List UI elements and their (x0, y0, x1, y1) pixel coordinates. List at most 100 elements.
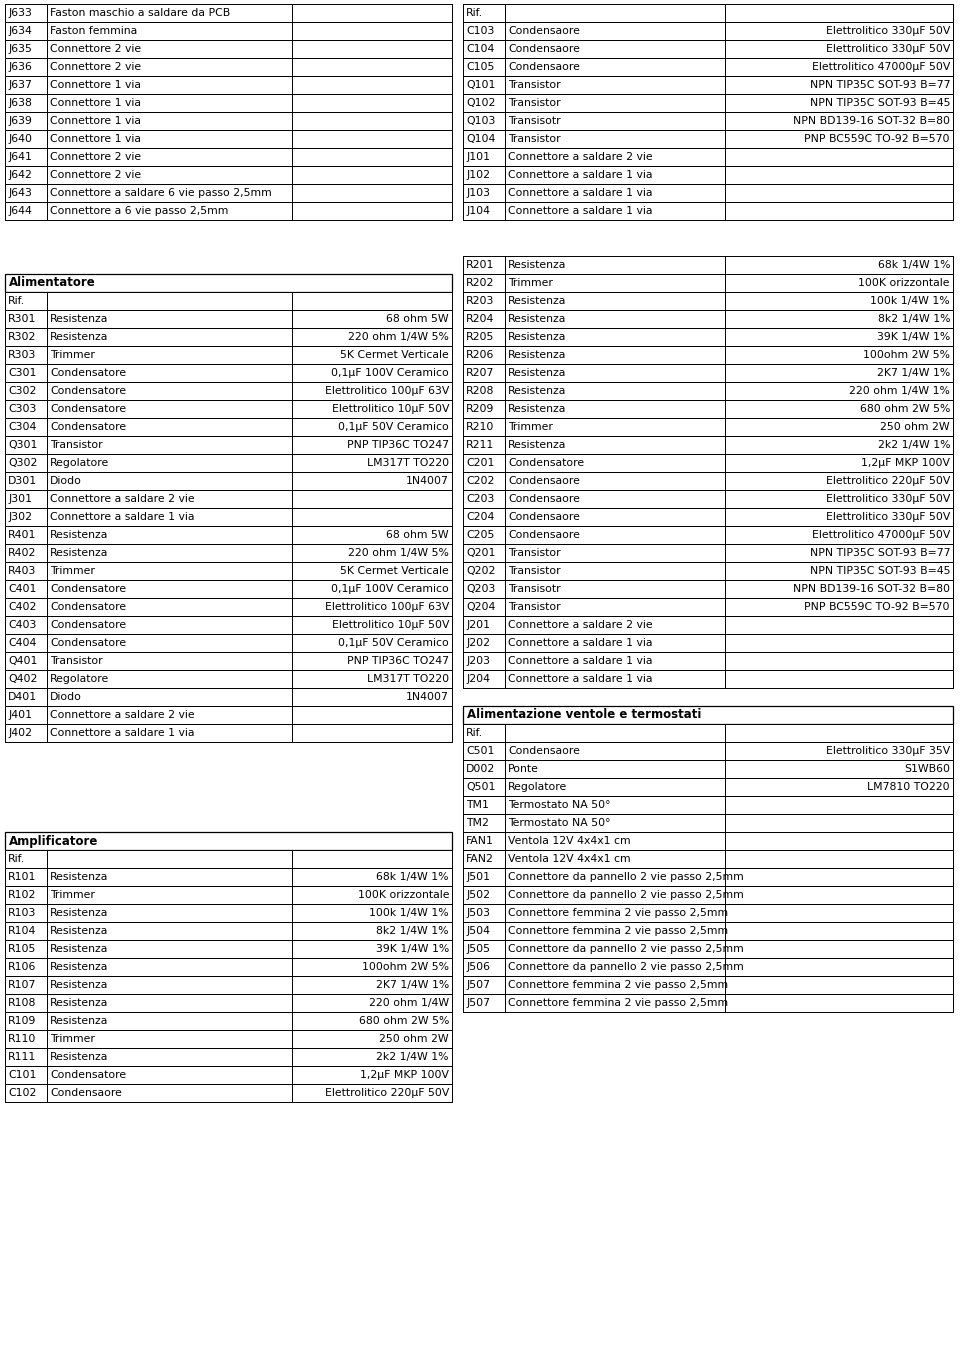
Text: J501: J501 (466, 871, 490, 882)
Text: Trimmer: Trimmer (50, 350, 95, 359)
Text: Q301: Q301 (8, 440, 37, 450)
Text: R105: R105 (8, 944, 36, 954)
Bar (463, 544, 505, 562)
Bar (463, 417, 953, 436)
Text: J502: J502 (466, 890, 490, 900)
Text: 8k2 1/4W 1%: 8k2 1/4W 1% (877, 313, 950, 324)
Bar (463, 95, 505, 112)
Text: 0,1μF 100V Ceramico: 0,1μF 100V Ceramico (331, 367, 449, 378)
Bar (463, 149, 953, 166)
Text: R203: R203 (466, 296, 494, 305)
Bar (292, 112, 452, 130)
Text: Connettore a saldare 1 via: Connettore a saldare 1 via (50, 728, 195, 738)
Bar (292, 328, 452, 346)
Bar (463, 400, 953, 417)
Bar (463, 994, 505, 1012)
Bar (463, 616, 953, 634)
Text: D401: D401 (8, 692, 37, 703)
Bar (463, 454, 505, 471)
Text: J644: J644 (8, 205, 32, 216)
Text: R207: R207 (466, 367, 494, 378)
Bar (725, 544, 953, 562)
Bar (463, 471, 953, 490)
Bar (463, 363, 505, 382)
Text: J302: J302 (8, 512, 32, 521)
Bar (292, 1084, 452, 1102)
Bar (47, 1048, 292, 1066)
Bar (5, 867, 452, 886)
Bar (47, 76, 292, 95)
Bar (463, 22, 505, 41)
Bar (5, 1066, 47, 1084)
Text: Condensaore: Condensaore (508, 476, 580, 486)
Bar (463, 346, 505, 363)
Text: Rif.: Rif. (8, 854, 25, 865)
Text: C102: C102 (8, 1088, 36, 1098)
Bar (5, 41, 47, 58)
Bar (5, 1012, 47, 1029)
Text: R401: R401 (8, 530, 36, 540)
Bar (5, 616, 47, 634)
Bar (47, 688, 292, 707)
Text: 680 ohm 2W 5%: 680 ohm 2W 5% (859, 404, 950, 413)
Bar (292, 149, 452, 166)
Bar (47, 95, 292, 112)
Bar (47, 1084, 292, 1102)
Bar (725, 454, 953, 471)
Bar (5, 598, 47, 616)
Bar (505, 436, 725, 454)
Text: Connettore a saldare 1 via: Connettore a saldare 1 via (508, 657, 653, 666)
Bar (292, 1066, 452, 1084)
Text: Connettore a saldare 1 via: Connettore a saldare 1 via (508, 188, 653, 199)
Bar (5, 58, 47, 76)
Bar (463, 742, 505, 761)
Bar (463, 815, 505, 832)
Bar (463, 653, 953, 670)
Bar (5, 508, 47, 526)
Text: 2K7 1/4W 1%: 2K7 1/4W 1% (375, 979, 449, 990)
Bar (5, 526, 47, 544)
Bar (5, 203, 47, 220)
Text: Connettore 2 vie: Connettore 2 vie (50, 170, 141, 180)
Bar (463, 598, 953, 616)
Bar (463, 4, 953, 22)
Bar (47, 653, 292, 670)
Bar (463, 4, 505, 22)
Bar (463, 975, 953, 994)
Bar (463, 598, 505, 616)
Bar (5, 562, 47, 580)
Bar (725, 471, 953, 490)
Bar (47, 508, 292, 526)
Bar (5, 670, 452, 688)
Text: J506: J506 (466, 962, 490, 971)
Text: 100k 1/4W 1%: 100k 1/4W 1% (370, 908, 449, 917)
Bar (463, 904, 953, 921)
Bar (463, 832, 505, 850)
Bar (505, 149, 725, 166)
Text: Transistor: Transistor (508, 566, 561, 576)
Text: Elettrolitico 10μF 50V: Elettrolitico 10μF 50V (331, 620, 449, 630)
Bar (5, 400, 452, 417)
Text: Resistenza: Resistenza (50, 549, 108, 558)
Bar (505, 940, 725, 958)
Bar (463, 562, 953, 580)
Bar (463, 544, 953, 562)
Text: 5K Cermet Verticale: 5K Cermet Verticale (340, 566, 449, 576)
Bar (292, 544, 452, 562)
Text: Alimentazione ventole e termostati: Alimentazione ventole e termostati (467, 708, 702, 721)
Text: 5K Cermet Verticale: 5K Cermet Verticale (340, 350, 449, 359)
Bar (725, 634, 953, 653)
Bar (463, 724, 505, 742)
Text: 2K7 1/4W 1%: 2K7 1/4W 1% (876, 367, 950, 378)
Text: Connettore a 6 vie passo 2,5mm: Connettore a 6 vie passo 2,5mm (50, 205, 228, 216)
Bar (5, 688, 452, 707)
Text: Resistenza: Resistenza (50, 1052, 108, 1062)
Bar (5, 130, 452, 149)
Text: Elettrolitico 47000μF 50V: Elettrolitico 47000μF 50V (811, 62, 950, 72)
Bar (463, 95, 953, 112)
Bar (5, 95, 47, 112)
Bar (725, 149, 953, 166)
Bar (725, 130, 953, 149)
Bar (463, 255, 953, 274)
Bar (463, 112, 953, 130)
